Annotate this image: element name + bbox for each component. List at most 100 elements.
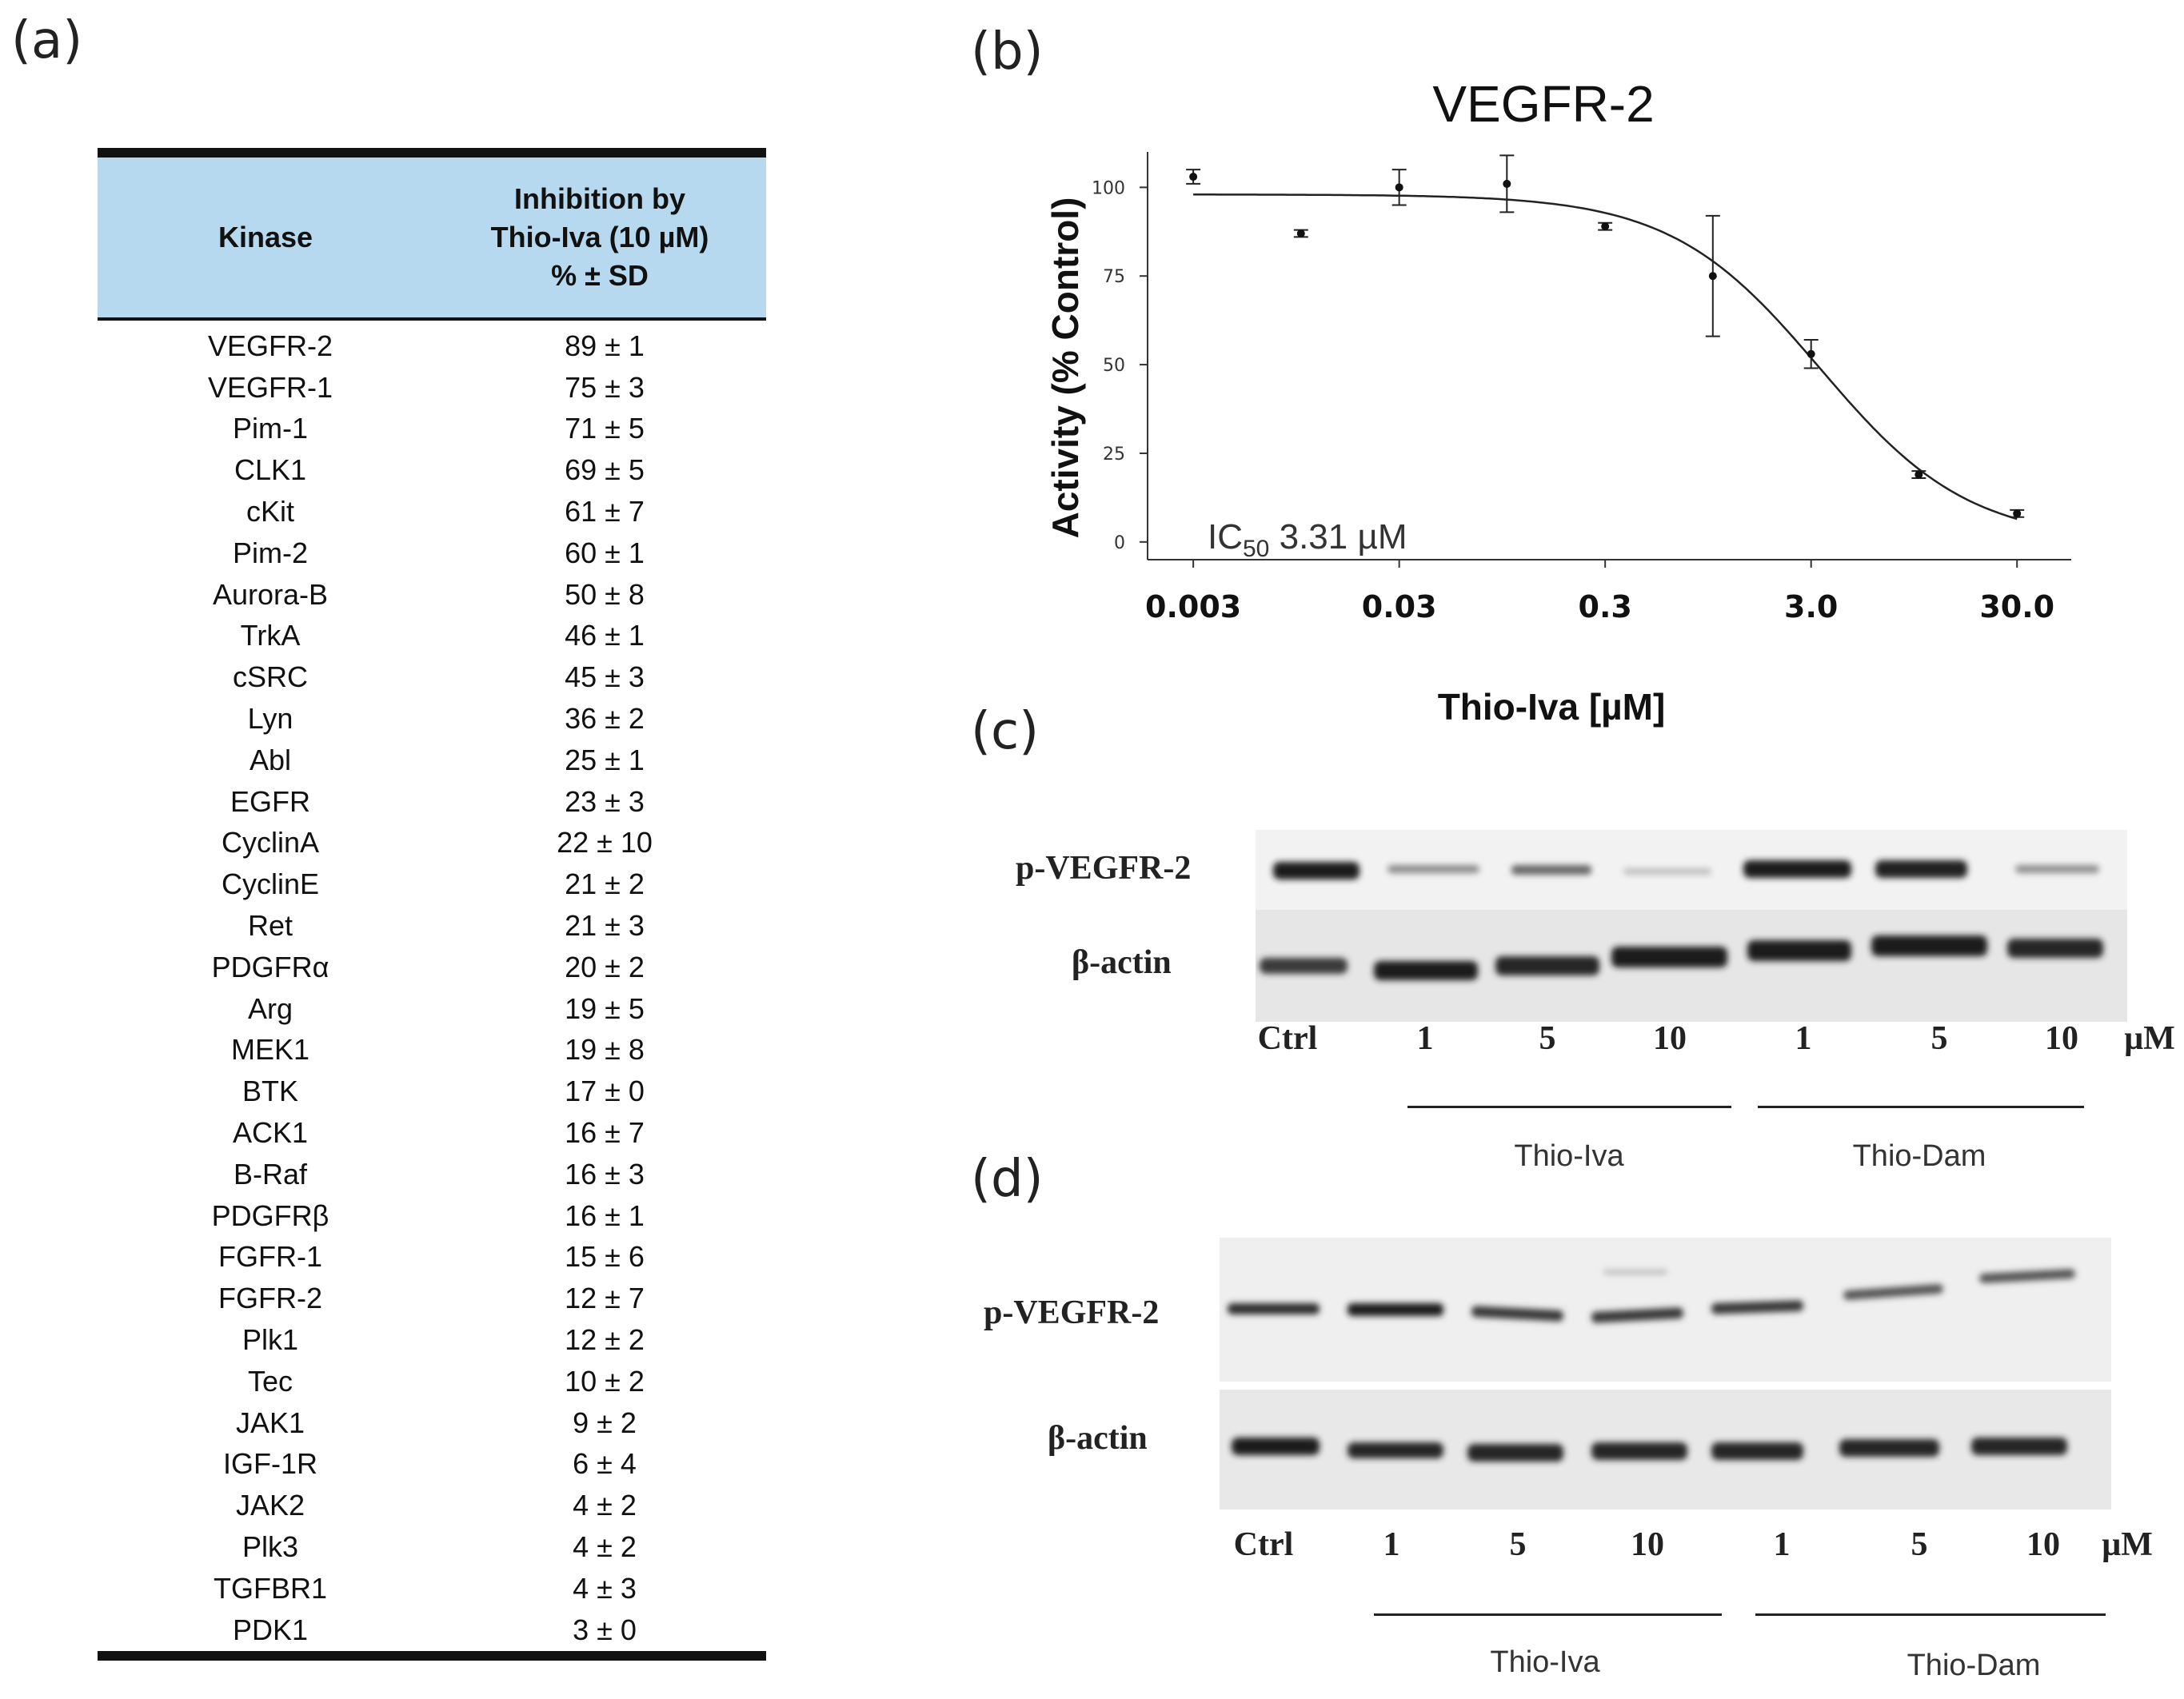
kinase-name: Lyn bbox=[247, 702, 293, 736]
blot-d-actin-bands bbox=[1232, 1438, 2067, 1462]
blot-c-image bbox=[1256, 830, 2127, 1022]
table-row: EGFR 23 ± 3 bbox=[98, 781, 766, 823]
table-row: CyclinE 21 ± 2 bbox=[98, 863, 766, 905]
table-row: Plk3 4 ± 2 bbox=[98, 1526, 766, 1568]
data-point bbox=[1395, 183, 1403, 192]
inhibition-value: 17 ± 0 bbox=[565, 1075, 645, 1108]
blot-d-lane-1: 1 bbox=[1383, 1526, 1400, 1563]
kinase-name: Pim-2 bbox=[232, 536, 308, 569]
kinase-name: Abl bbox=[249, 743, 292, 776]
kinase-name: Arg bbox=[247, 991, 293, 1025]
inhibition-value: 60 ± 1 bbox=[565, 536, 645, 569]
blot-d-group-thio-iva: Thio-Iva bbox=[1490, 1645, 1600, 1679]
inhibition-value: 4 ± 2 bbox=[573, 1489, 637, 1522]
table-top-rule bbox=[98, 148, 766, 158]
kinase-name: FGFR-1 bbox=[218, 1240, 322, 1274]
kinase-name: Tec bbox=[247, 1364, 293, 1398]
kinase-name: FGFR-2 bbox=[218, 1282, 322, 1315]
inhibition-value: 46 ± 1 bbox=[565, 619, 645, 652]
blot-d-lane-10: 10 bbox=[1631, 1526, 1664, 1563]
kinase-name: MEK1 bbox=[230, 1033, 310, 1067]
inhibition-value: 3 ± 0 bbox=[573, 1613, 637, 1646]
inhibition-value: 22 ± 10 bbox=[557, 826, 653, 859]
table-row: FGFR-1 15 ± 6 bbox=[98, 1237, 766, 1278]
kinase-name: Aurora-B bbox=[212, 577, 329, 611]
kinase-name: TrkA bbox=[240, 619, 301, 652]
y-tick-label: 0 bbox=[1114, 533, 1125, 553]
table-row: FGFR-2 12 ± 7 bbox=[98, 1278, 766, 1319]
table-row: Pim-1 71 ± 5 bbox=[98, 409, 766, 450]
blot-c-lane-5b: 5 bbox=[1930, 1020, 1948, 1057]
data-point bbox=[1601, 222, 1610, 231]
table-row: B-Raf 16 ± 3 bbox=[98, 1154, 766, 1195]
inhibition-value: 89 ± 1 bbox=[565, 329, 645, 362]
inhibition-value: 12 ± 2 bbox=[565, 1323, 645, 1357]
inhibition-value: 12 ± 7 bbox=[565, 1282, 645, 1315]
kinase-name: Plk3 bbox=[242, 1530, 299, 1563]
inhibition-value: 6 ± 4 bbox=[573, 1447, 637, 1481]
kinase-name: B-Raf bbox=[233, 1157, 308, 1190]
table-row: ACK1 16 ± 7 bbox=[98, 1112, 766, 1154]
table-row: MEK1 19 ± 8 bbox=[98, 1030, 766, 1071]
blot-c-unit: µM bbox=[2124, 1020, 2175, 1057]
inhibition-value: 19 ± 8 bbox=[565, 1033, 645, 1067]
table-body: VEGFR-2 89 ± 1 VEGFR-1 75 ± 3 Pim-1 71 ± 5 CLK… bbox=[98, 321, 766, 1651]
kinase-name: CyclinE bbox=[221, 867, 320, 901]
inhibition-value: 4 ± 3 bbox=[573, 1571, 637, 1605]
blot-d-lane-5b: 5 bbox=[1911, 1526, 1928, 1563]
table-row: Pim-2 60 ± 1 bbox=[98, 532, 766, 574]
blot-d-group-thio-dam: Thio-Dam bbox=[1907, 1649, 2041, 1682]
inhibition-value: 15 ± 6 bbox=[565, 1240, 645, 1274]
panel-label-c: (c) bbox=[971, 702, 1040, 761]
table-row: IGF-1R 6 ± 4 bbox=[98, 1444, 766, 1486]
blot-d-unit: µM bbox=[2102, 1526, 2153, 1563]
blot-d-lane-1b: 1 bbox=[1773, 1526, 1791, 1563]
table-row: Plk1 12 ± 2 bbox=[98, 1319, 766, 1361]
ic50-annotation: IC50 3.31 µM bbox=[1208, 517, 1407, 562]
header-inhibition: Inhibition by Thio-Iva (10 µM) % ± SD bbox=[433, 180, 766, 295]
blot-c-pvegfr-bands bbox=[1273, 860, 2099, 879]
blot-d-group-line-thio-dam bbox=[1755, 1613, 2106, 1616]
blot-c-lane-5: 5 bbox=[1539, 1020, 1556, 1057]
blot-c-group-thio-dam: Thio-Dam bbox=[1852, 1139, 1986, 1173]
inhibition-value: 75 ± 3 bbox=[565, 370, 645, 404]
blot-d-image bbox=[1220, 1238, 2111, 1510]
inhibition-value: 20 ± 2 bbox=[565, 950, 645, 983]
inhibition-value: 16 ± 3 bbox=[565, 1157, 645, 1190]
kinase-name: cSRC bbox=[232, 660, 308, 694]
panel-label-b: (b) bbox=[971, 22, 1044, 82]
table-row: Lyn 36 ± 2 bbox=[98, 698, 766, 740]
kinase-name: EGFR bbox=[230, 784, 310, 818]
table-row: TrkA 46 ± 1 bbox=[98, 616, 766, 657]
table-row: Tec 10 ± 2 bbox=[98, 1361, 766, 1402]
data-point bbox=[1296, 229, 1305, 237]
table-row: cSRC 45 ± 3 bbox=[98, 656, 766, 698]
kinase-name: Ret bbox=[247, 909, 293, 943]
inhibition-value: 16 ± 1 bbox=[565, 1198, 645, 1232]
inhibition-value: 10 ± 2 bbox=[565, 1364, 645, 1398]
blot-d-lane-10b: 10 bbox=[2026, 1526, 2060, 1563]
table-row: VEGFR-1 75 ± 3 bbox=[98, 367, 766, 409]
blot-c-lane-10b: 10 bbox=[2045, 1020, 2078, 1057]
inhibition-value: 69 ± 5 bbox=[565, 453, 645, 487]
table-row: CLK1 69 ± 5 bbox=[98, 449, 766, 491]
blot-d-lane-ctrl: Ctrl bbox=[1233, 1526, 1294, 1563]
x-tick-label: 0.03 bbox=[1362, 589, 1437, 624]
header-inhibition-line1: Inhibition by bbox=[514, 182, 685, 215]
kinase-name: PDGFRβ bbox=[211, 1198, 329, 1232]
blot-c-group-thio-iva: Thio-Iva bbox=[1514, 1139, 1624, 1173]
kinase-name: ACK1 bbox=[232, 1116, 309, 1150]
kinase-name: VEGFR-2 bbox=[207, 329, 333, 362]
inhibition-value: 19 ± 5 bbox=[565, 991, 645, 1025]
kinase-name: TGFBR1 bbox=[213, 1571, 327, 1605]
table-row: PDGFRα 20 ± 2 bbox=[98, 947, 766, 988]
data-point bbox=[1503, 179, 1511, 188]
blot-c-group-line-thio-iva bbox=[1407, 1106, 1731, 1108]
table-row: CyclinA 22 ± 10 bbox=[98, 823, 766, 864]
blot-c-row-label-actin: β-actin bbox=[1072, 944, 1172, 981]
table-row: PDGFRβ 16 ± 1 bbox=[98, 1195, 766, 1237]
inhibition-value: 36 ± 2 bbox=[565, 702, 645, 736]
kinase-inhibition-table: Kinase Inhibition by Thio-Iva (10 µM) % … bbox=[98, 148, 766, 1661]
y-tick-label: 100 bbox=[1092, 178, 1125, 198]
kinase-name: BTK bbox=[242, 1075, 298, 1108]
